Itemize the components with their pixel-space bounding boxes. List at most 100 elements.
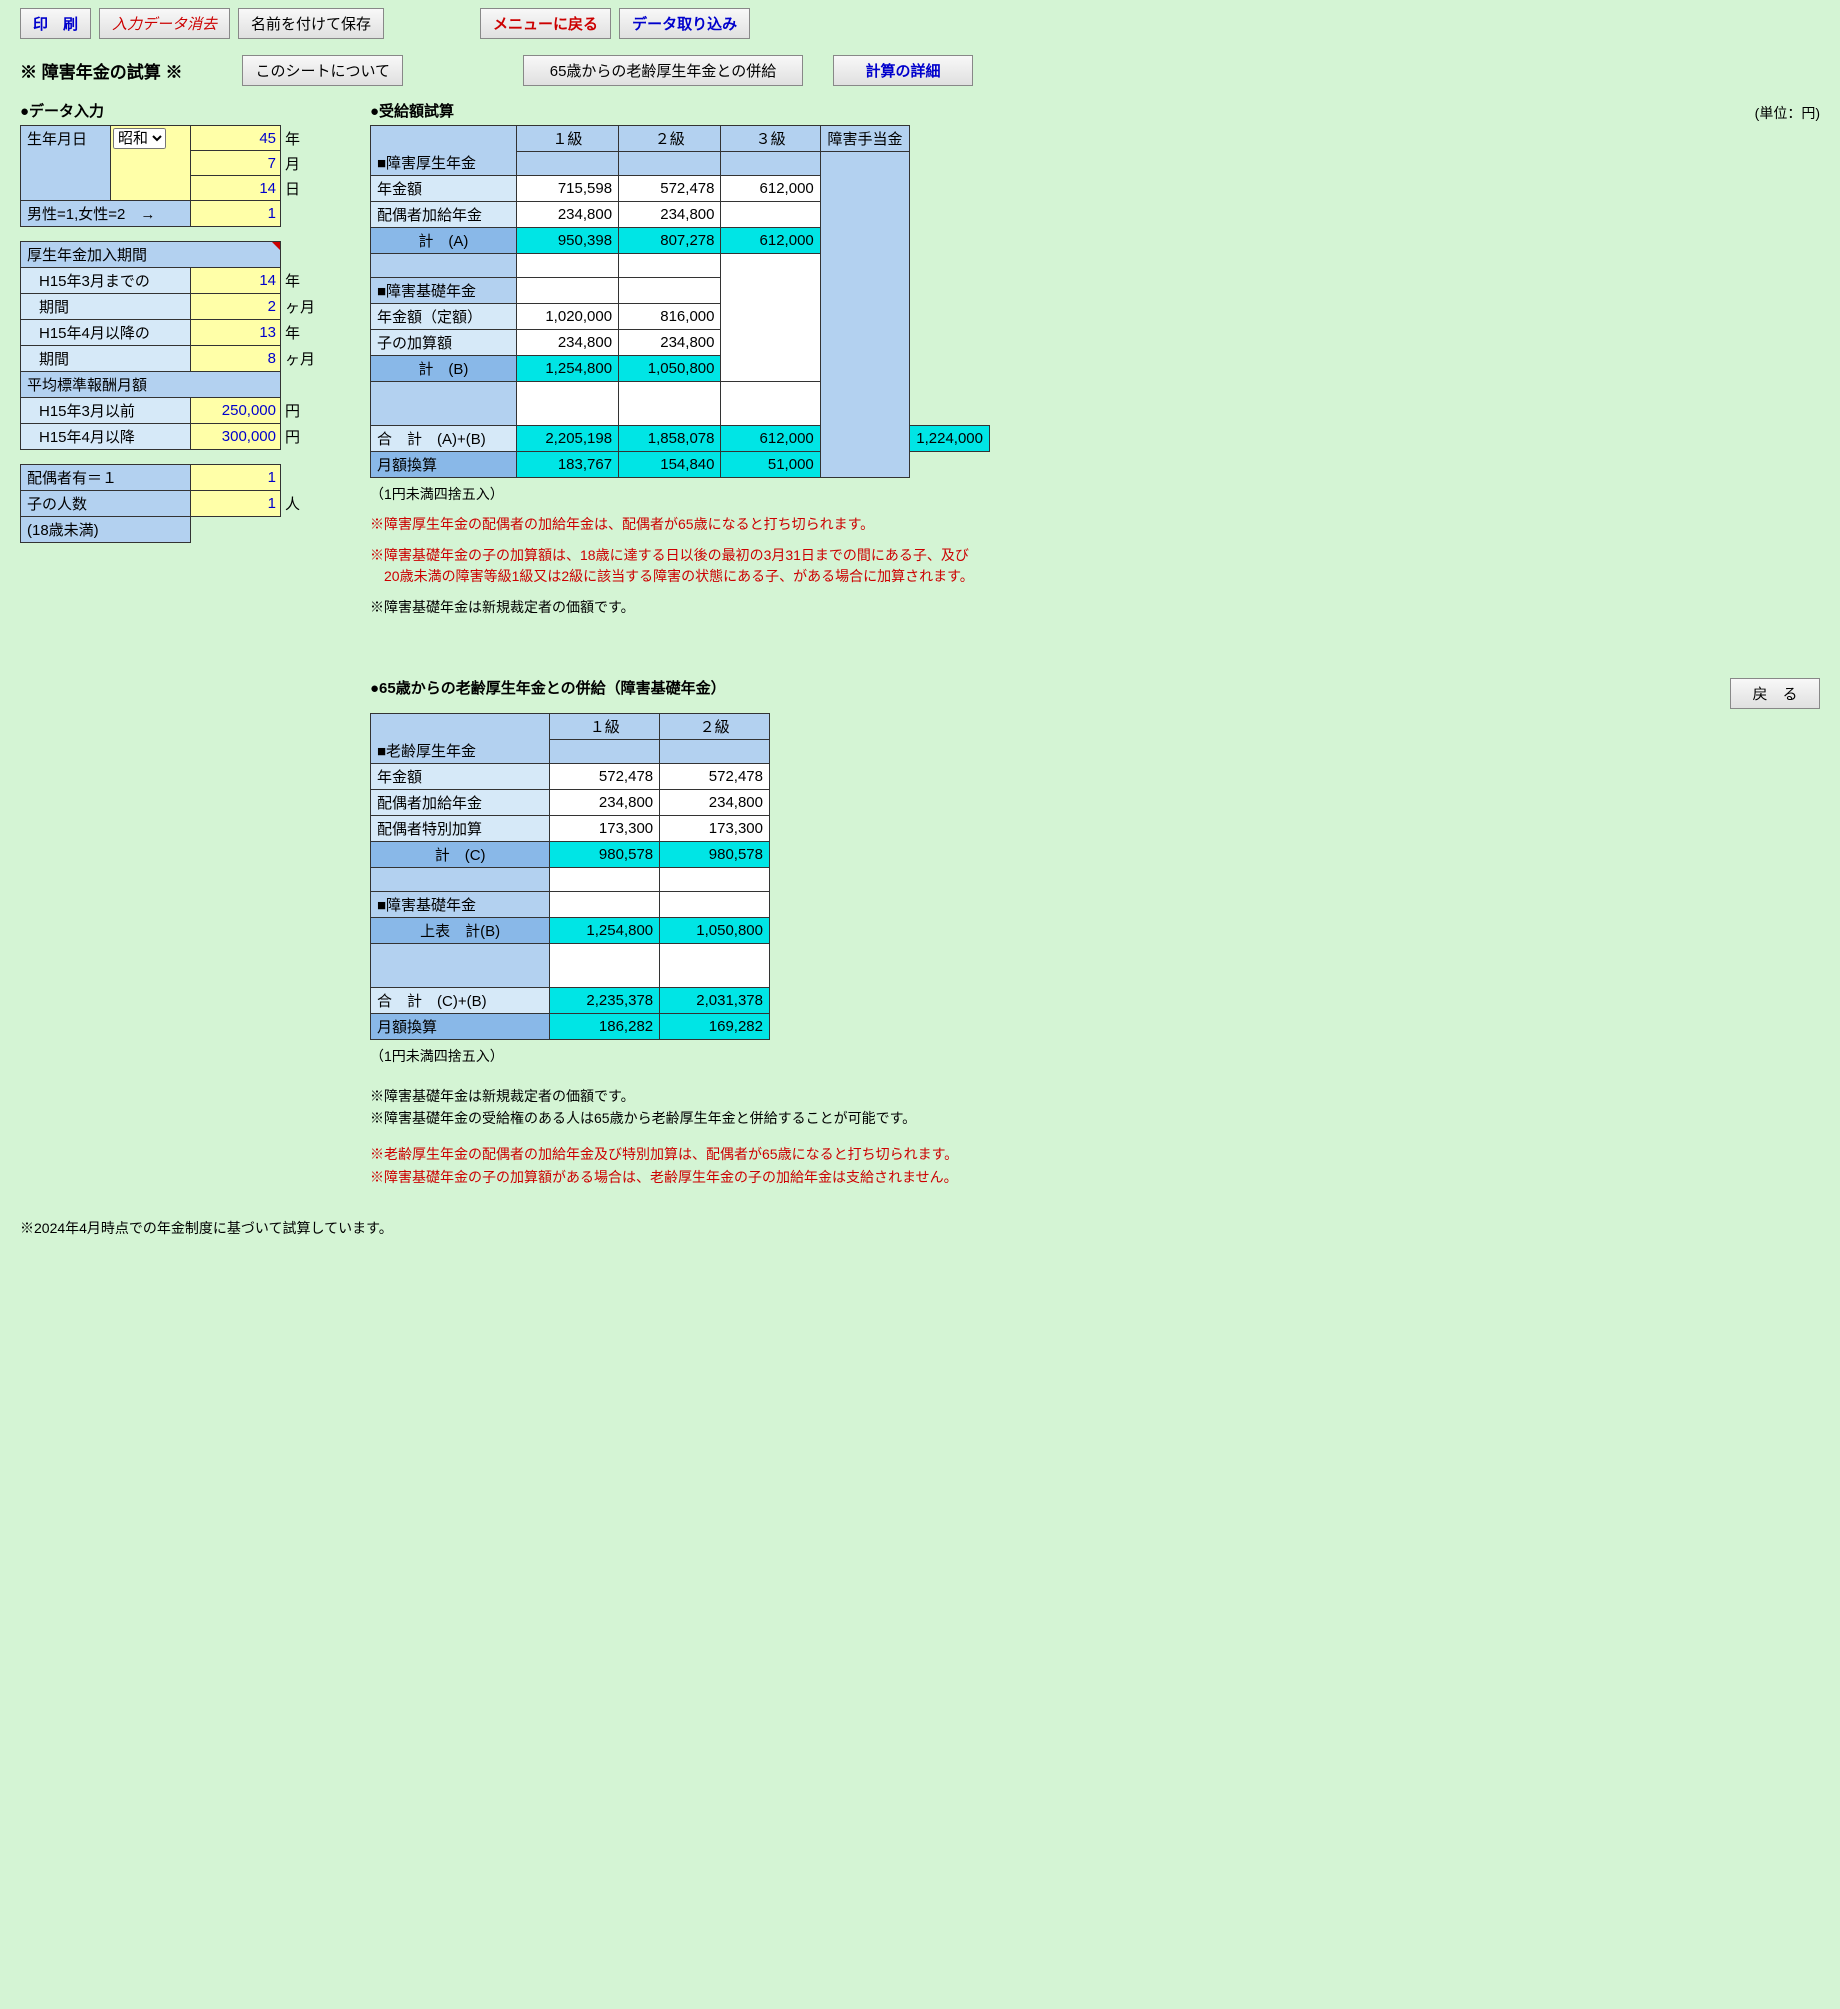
- cell: 612,000: [721, 176, 820, 202]
- avg-after-input[interactable]: 300,000: [191, 424, 281, 450]
- kikan-table: 厚生年金加入期間 H15年3月までの 14 年 期間 2 ヶ月 H15年4月以降…: [20, 241, 322, 450]
- cell: 154,840: [619, 452, 721, 478]
- import-button[interactable]: データ取り込み: [619, 8, 750, 39]
- print-button[interactable]: 印 刷: [20, 8, 91, 39]
- cell: 234,800: [619, 330, 721, 356]
- yen-unit-1: 円: [281, 398, 322, 424]
- calc2-note2: ※障害基礎年金の受給権のある人は65歳から老齢厚生年金と併給することが可能です。: [370, 1108, 1820, 1128]
- page-title: ※ 障害年金の試算 ※: [20, 58, 182, 83]
- about-sheet-button[interactable]: このシートについて: [242, 55, 403, 86]
- avg-after-label: H15年4月以降: [21, 424, 191, 450]
- row-nenkin: 年金額: [371, 176, 517, 202]
- calc1-sec2: ■障害基礎年金: [371, 278, 517, 304]
- birth-year-input[interactable]: 45: [191, 126, 281, 151]
- calc2-table: ■老齢厚生年金 １級 ２級 年金額 572,478 572,478 配偶者加給年…: [370, 713, 770, 1040]
- row-keib: 計 (B): [371, 356, 517, 382]
- year-unit: 年: [281, 126, 307, 151]
- sex-input[interactable]: 1: [191, 201, 281, 227]
- day-unit: 日: [281, 176, 307, 201]
- calc1-note1: ※障害厚生年金の配偶者の加給年金は、配偶者が65歳になると打ち切られます。: [370, 514, 1820, 535]
- after-year-input[interactable]: 13: [191, 320, 281, 346]
- input-header: ●データ入力: [20, 100, 340, 121]
- cell: 715,598: [516, 176, 618, 202]
- child-label: 子の人数: [21, 491, 191, 517]
- calc2-note1: ※障害基礎年金は新規裁定者の価額です。: [370, 1086, 1820, 1106]
- before-year-input[interactable]: 14: [191, 268, 281, 294]
- row2-jouhyo: 上表 計(B): [371, 918, 550, 944]
- avg-header: 平均標準報酬月額: [21, 372, 281, 398]
- cell: 980,578: [660, 842, 770, 868]
- cell: 572,478: [550, 764, 660, 790]
- calc1-note2b: 20歳未満の障害等級1級又は2級に該当する障害の状態にある子、がある場合に加算さ…: [370, 566, 1820, 587]
- yen-unit-2: 円: [281, 424, 322, 450]
- sex-label: 男性=1,女性=2 →: [21, 201, 191, 227]
- cell: 183,767: [516, 452, 618, 478]
- cell: 1,224,000: [910, 426, 990, 452]
- calc1-header: ●受給額試算: [370, 100, 454, 121]
- cell: 572,478: [660, 764, 770, 790]
- clear-button[interactable]: 入力データ消去: [99, 8, 230, 39]
- cell: 572,478: [619, 176, 721, 202]
- cell: 612,000: [721, 426, 820, 452]
- cell: 173,300: [660, 816, 770, 842]
- cell: 1,254,800: [516, 356, 618, 382]
- footer-note: ※2024年4月時点での年金制度に基づいて試算しています。: [20, 1218, 1820, 1238]
- cell: 234,800: [516, 202, 618, 228]
- result-panel: ●受給額試算 (単位：円) ■障害厚生年金 １級 ２級 ３級 障害手当金 年金額…: [370, 100, 1820, 1188]
- cell: 1,254,800: [550, 918, 660, 944]
- row-getsu: 月額換算: [371, 452, 517, 478]
- cell: 2,205,198: [516, 426, 618, 452]
- cell: 1,050,800: [660, 918, 770, 944]
- cell: 816,000: [619, 304, 721, 330]
- cell: 173,300: [550, 816, 660, 842]
- row2-nenkin: 年金額: [371, 764, 550, 790]
- cell: 51,000: [721, 452, 820, 478]
- month-unit: 月: [281, 151, 307, 176]
- cell: 234,800: [516, 330, 618, 356]
- row2-keic: 計 (C): [371, 842, 550, 868]
- era-select[interactable]: 昭和: [113, 128, 166, 149]
- back-button[interactable]: 戻 る: [1730, 678, 1820, 709]
- cell: 186,282: [550, 1014, 660, 1040]
- row2-haigu: 配偶者加給年金: [371, 790, 550, 816]
- input-panel: ●データ入力 生年月日 昭和 45 年 7 月 14 日 男性=1,女性=2 →…: [20, 100, 340, 557]
- era-cell: 昭和: [111, 126, 191, 201]
- calc1-note2a: ※障害基礎年金の子の加算額は、18歳に達する日以後の最初の3月31日までの間にあ…: [370, 545, 1820, 566]
- child-input[interactable]: 1: [191, 491, 281, 517]
- detail-button[interactable]: 計算の詳細: [833, 55, 973, 86]
- spouse-input[interactable]: 1: [191, 465, 281, 491]
- calc1-note3: ※障害基礎年金は新規裁定者の価額です。: [370, 597, 1820, 617]
- h15-before-label: H15年3月までの: [21, 268, 191, 294]
- row2-gokei: 合 計 (C)+(B): [371, 988, 550, 1014]
- col2-1kyuu: １級: [550, 714, 660, 740]
- calc2-note4: ※障害基礎年金の子の加算額がある場合は、老齢厚生年金の子の加給年金は支給されませ…: [370, 1167, 1820, 1188]
- spouse-label: 配偶者有＝１: [21, 465, 191, 491]
- row-gokei: 合 計 (A)+(B): [371, 426, 517, 452]
- after-year-unit: 年: [281, 320, 322, 346]
- avg-before-input[interactable]: 250,000: [191, 398, 281, 424]
- after-month-input[interactable]: 8: [191, 346, 281, 372]
- before-month-unit: ヶ月: [281, 294, 322, 320]
- secondary-row: ※ 障害年金の試算 ※ このシートについて 65歳からの老齢厚生年金との併給 計…: [20, 55, 1820, 86]
- h15-after-label: H15年4月以降の: [21, 320, 191, 346]
- top-toolbar: 印 刷 入力データ消去 名前を付けて保存 メニューに戻る データ取り込み: [20, 8, 1820, 39]
- calc2-sec1: ■老齢厚生年金: [371, 714, 550, 764]
- row-ko: 子の加算額: [371, 330, 517, 356]
- birth-day-input[interactable]: 14: [191, 176, 281, 201]
- cell: 1,858,078: [619, 426, 721, 452]
- before-month-input[interactable]: 2: [191, 294, 281, 320]
- save-as-button[interactable]: 名前を付けて保存: [238, 8, 384, 39]
- calc2-note3: ※老齢厚生年金の配偶者の加給年金及び特別加算は、配偶者が65歳になると打ち切られ…: [370, 1144, 1820, 1165]
- menu-button[interactable]: メニューに戻る: [480, 8, 611, 39]
- with65-button[interactable]: 65歳からの老齢厚生年金との併給: [523, 55, 803, 86]
- round-note-2: （1円未満四捨五入）: [370, 1046, 1820, 1066]
- birth-month-input[interactable]: 7: [191, 151, 281, 176]
- cell: 234,800: [550, 790, 660, 816]
- cell: 1,020,000: [516, 304, 618, 330]
- col-teate: 障害手当金: [820, 126, 910, 152]
- calc2-sec2: ■障害基礎年金: [371, 892, 550, 918]
- cell: 980,578: [550, 842, 660, 868]
- cell: 2,235,378: [550, 988, 660, 1014]
- col-1kyuu: １級: [516, 126, 618, 152]
- cell: 612,000: [721, 228, 820, 254]
